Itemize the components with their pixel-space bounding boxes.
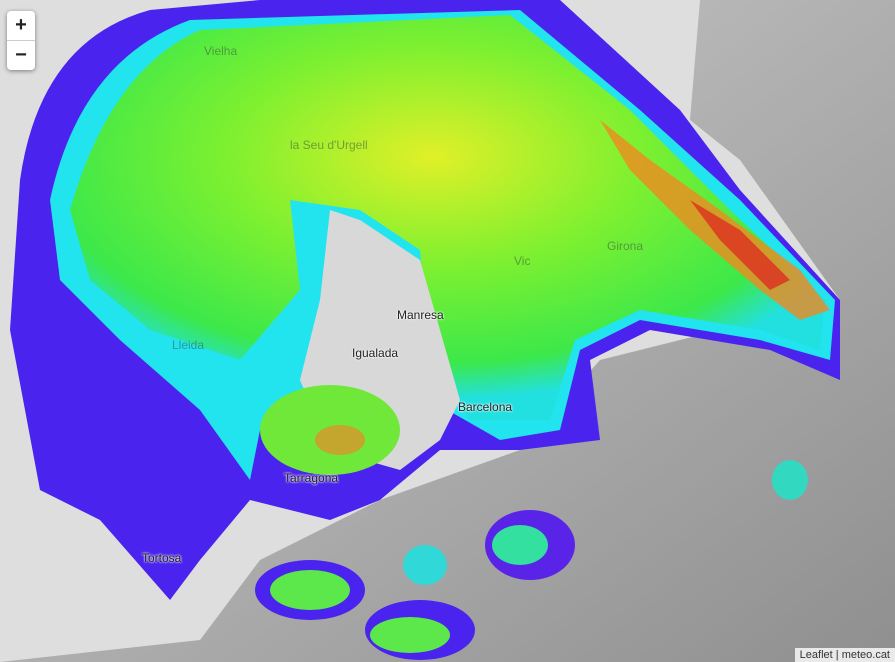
radar-intense [690,200,790,290]
city-label-tortosa: Tortosa [142,551,182,565]
radar-cell [772,460,808,500]
city-label-manresa: Manresa [397,308,444,322]
attribution: Leaflet | meteo.cat [794,648,895,662]
radar-main [70,15,825,420]
city-label-seu-urgell: la Seu d'Urgell [290,138,368,152]
attribution-separator: | [832,649,842,661]
city-label-tarragona: Tarragona [284,471,339,485]
zoom-in-button[interactable]: + [7,11,35,41]
city-label-girona: Girona [607,239,644,253]
radar-cell [492,525,548,565]
city-label-vic: Vic [514,254,531,268]
zoom-out-button[interactable]: − [15,44,27,66]
city-label-barcelona: Barcelona [458,400,513,414]
city-label-vielha: Vielha [204,44,238,58]
radar-cell [370,617,450,653]
meteocat-link[interactable]: meteo.cat [841,649,890,661]
leaflet-link[interactable]: Leaflet [799,649,833,661]
radar-cell [315,425,365,455]
radar-cell [270,570,350,610]
radar-cell [403,545,447,585]
city-label-igualada: Igualada [352,346,399,360]
zoom-control: + − [7,11,35,70]
city-label-lleida: Lleida [172,338,205,352]
